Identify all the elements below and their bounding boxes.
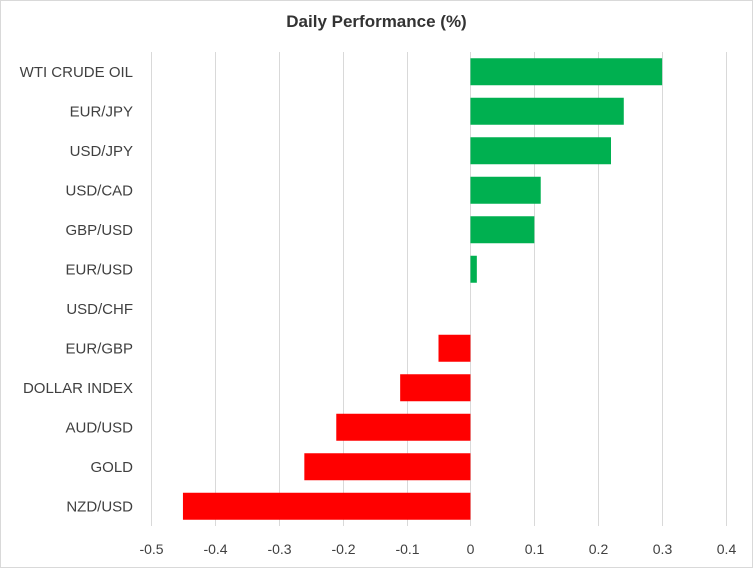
category-label: AUD/USD <box>65 419 133 436</box>
category-label: DOLLAR INDEX <box>23 380 133 397</box>
category-label: EUR/USD <box>65 261 133 278</box>
x-tick-label: -0.5 <box>139 541 163 557</box>
chart-title: Daily Performance (%) <box>286 12 467 31</box>
category-label: GBP/USD <box>65 222 133 239</box>
bar <box>470 58 663 86</box>
bar <box>470 97 624 125</box>
bar <box>470 176 541 204</box>
x-tick-label: 0.1 <box>525 541 545 557</box>
bar <box>470 255 477 283</box>
x-tick-label: 0.4 <box>717 541 737 557</box>
bar <box>304 453 471 481</box>
category-label: GOLD <box>90 459 133 476</box>
bar <box>182 492 471 520</box>
bar <box>470 216 535 244</box>
bar <box>400 374 471 402</box>
x-tick-label: -0.3 <box>267 541 291 557</box>
category-label: USD/JPY <box>70 143 133 160</box>
category-label: USD/CHF <box>66 301 133 318</box>
x-tick-label: -0.2 <box>331 541 355 557</box>
x-tick-label: -0.1 <box>395 541 419 557</box>
x-tick-label: 0.3 <box>653 541 673 557</box>
x-tick-label: 0 <box>467 541 475 557</box>
category-label: EUR/GBP <box>65 340 133 357</box>
category-label: USD/CAD <box>65 182 133 199</box>
bar <box>336 413 471 441</box>
x-tick-label: 0.2 <box>589 541 609 557</box>
category-label: NZD/USD <box>66 498 133 515</box>
bar <box>470 137 611 165</box>
category-label: EUR/JPY <box>70 103 133 120</box>
x-tick-label: -0.4 <box>203 541 227 557</box>
category-label: WTI CRUDE OIL <box>20 64 133 81</box>
bar <box>438 334 471 362</box>
